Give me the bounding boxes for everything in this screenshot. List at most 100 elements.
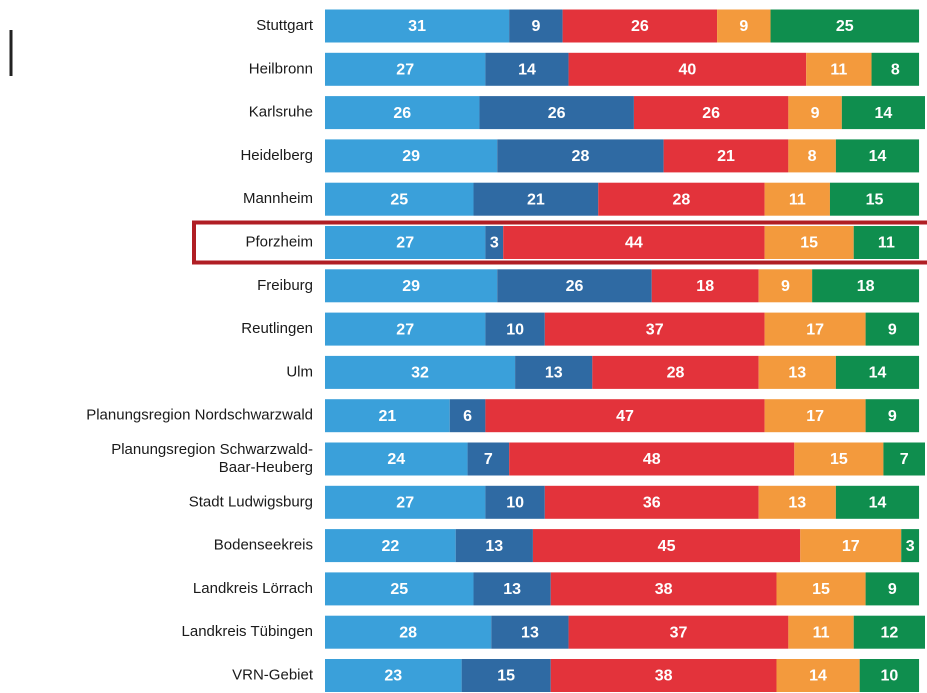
data-label: 14 [809,668,827,685]
bar-segment [764,399,866,433]
bar-segment [883,442,925,476]
category-label: Ulm [286,363,313,380]
data-label: 11 [878,235,895,252]
data-label: 24 [387,451,405,468]
category-label: Stuttgart [256,17,314,34]
bar-segment [800,529,902,563]
bar-segment [776,659,860,692]
bar-segment [325,572,474,606]
data-label: 25 [836,18,854,35]
bar-segment [325,529,456,563]
data-label: 37 [646,321,664,338]
category-label: Planungsregion Nordschwarzwald [86,407,313,424]
bar-segment [485,485,545,519]
bar-segment [485,399,765,433]
bar-segment [325,139,498,173]
category-label: Landkreis Tübingen [182,623,313,640]
data-label: 9 [888,321,897,338]
bar-segment [485,226,504,259]
bar-segment [788,615,854,649]
bar-segment [325,312,486,346]
bar-segment [325,442,468,476]
bar-segment [325,52,486,86]
bar-segment [764,226,854,259]
data-label: 13 [503,581,521,598]
data-label: 26 [566,278,584,295]
data-label: 7 [900,451,909,468]
bar-segment [509,442,795,476]
bar-segment [562,9,718,43]
bar-segment [806,52,872,86]
bar-segment [503,226,765,259]
bar-segment [835,355,920,389]
data-label: 14 [869,365,887,382]
bar-segment [325,182,474,216]
category-label: Bodenseekreis [214,537,313,554]
category-label: Planungsregion Schwarzwald-Baar-Heuberg [111,441,313,476]
bar-segment [544,485,759,519]
bar-segment [325,659,462,692]
bar-segment [764,182,830,216]
bar-segment [568,615,789,649]
data-label: 6 [463,408,472,425]
bar-segment [473,572,551,606]
data-label: 28 [673,191,691,208]
data-label: 25 [390,191,408,208]
data-label: 18 [696,278,714,295]
data-label: 32 [411,365,429,382]
bar-segment [841,96,925,130]
data-label: 40 [678,62,696,79]
bar-segment [758,485,836,519]
data-label: 9 [739,18,748,35]
bar-segment [532,529,801,563]
bar-segment [449,399,486,433]
bar-segment [853,615,925,649]
data-label: 37 [670,624,688,641]
bar-segment [788,96,842,130]
bar-segment [859,659,920,692]
data-label: 27 [396,321,414,338]
data-label: 28 [572,148,590,165]
bar-segment [865,572,920,606]
bar-segment [325,9,510,43]
data-label: 15 [866,191,884,208]
data-label: 13 [521,624,539,641]
bar-segment [776,572,866,606]
bar-segment [592,355,759,389]
data-label: 27 [396,62,414,79]
data-label: 8 [891,62,900,79]
category-label: VRN-Gebiet [232,666,314,683]
category-label: Heidelberg [240,147,313,164]
data-label: 26 [393,105,411,122]
bar-segment [717,9,771,43]
bar-segment [497,139,664,173]
bar-segment [485,312,545,346]
bar-segment [467,442,510,476]
data-label: 14 [518,62,536,79]
bar-segment [325,615,492,649]
bar-segment [491,615,569,649]
bar-segment [455,529,533,563]
bar-segment [865,312,920,346]
data-label: 3 [490,235,499,252]
bar-segment [812,269,920,303]
data-label: 11 [813,624,830,641]
bar-segment [325,485,486,519]
bar-segment [325,355,516,389]
data-label: 28 [399,624,417,641]
data-label: 10 [506,495,524,512]
bar-segment [794,442,884,476]
bar-segment [550,659,777,692]
data-label: 15 [800,235,818,252]
bar-segment [770,9,920,43]
bar-segment [764,312,866,346]
bar-segment [835,139,920,173]
data-label: 29 [402,148,420,165]
data-label: 47 [616,408,634,425]
data-label: 10 [506,321,524,338]
data-label: 10 [880,668,898,685]
bar-segment [758,355,836,389]
data-label: 18 [857,278,875,295]
data-label: 21 [378,408,396,425]
data-label: 7 [484,451,493,468]
